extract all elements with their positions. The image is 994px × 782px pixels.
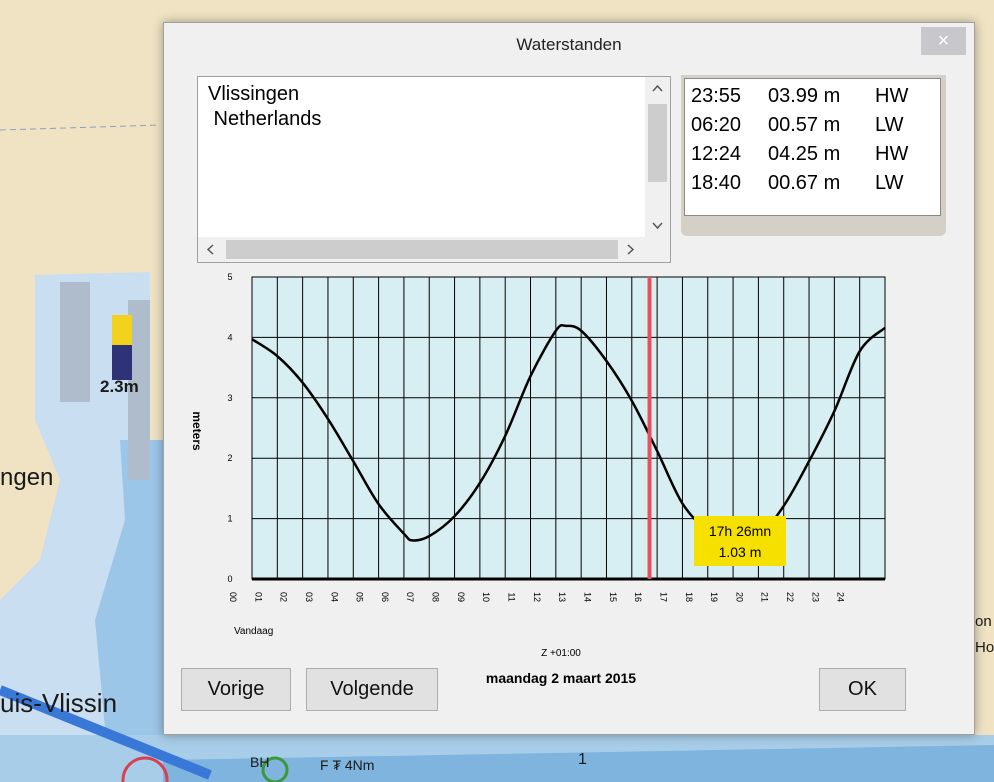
tide-chart: meters Vandaag Z +01:00 maandag 2 maart … xyxy=(181,266,901,696)
tooltip-height: 1.03 m xyxy=(719,544,762,560)
tide-table: 23:55 03.99 m HW 06:20 00.57 m LW 12:24 04.25… xyxy=(684,78,941,216)
plot-area xyxy=(252,277,885,579)
tide-height: 00.57 m xyxy=(768,114,840,137)
x-tick-label: 05 xyxy=(355,592,365,602)
map-label: uis-Vlissin xyxy=(0,688,117,718)
map-label: on xyxy=(975,613,992,630)
map-label: Ho xyxy=(975,639,994,656)
dialog-title: Waterstanden xyxy=(164,35,974,55)
x-tick-label: 14 xyxy=(582,592,592,602)
x-tick-label: 00 xyxy=(228,592,238,602)
location-name[interactable]: Vlissingen xyxy=(198,77,670,107)
x-tick-label: 16 xyxy=(633,592,643,602)
tide-time: 12:24 xyxy=(691,143,741,166)
ok-button[interactable]: OK xyxy=(819,668,906,711)
x-tick-label: 11 xyxy=(507,592,517,601)
y-tick-label: 2 xyxy=(227,453,232,463)
tide-type: LW xyxy=(875,114,904,137)
dialog: Waterstanden × Vlissingen Netherlands 23… xyxy=(163,22,975,735)
y-tick-label: 5 xyxy=(227,272,232,282)
tide-time: 18:40 xyxy=(691,172,741,195)
depth-line xyxy=(0,125,160,130)
scrollbar[interactable] xyxy=(198,237,645,262)
x-tick-label: 15 xyxy=(608,592,618,602)
scrollbar[interactable] xyxy=(645,77,670,262)
location-list[interactable]: Vlissingen Netherlands xyxy=(197,76,671,263)
map-label: 2.3m xyxy=(100,377,139,396)
x-tick-label: 21 xyxy=(760,592,770,602)
pier xyxy=(60,282,90,402)
scroll-thumb[interactable] xyxy=(648,104,667,182)
tide-time: 23:55 xyxy=(691,85,741,108)
x-tick-label: 20 xyxy=(734,592,744,602)
x-tick-label: 13 xyxy=(557,592,567,602)
tide-panel: 23:55 03.99 m HW 06:20 00.57 m LW 12:24 04.25… xyxy=(681,75,946,236)
previous-button[interactable]: Vorige xyxy=(181,668,291,711)
close-button[interactable]: × xyxy=(921,27,966,55)
tide-height: 04.25 m xyxy=(768,143,840,166)
x-tick-label: 22 xyxy=(785,592,795,602)
x-tick-label: 09 xyxy=(456,592,466,602)
timezone: Z +01:00 xyxy=(541,648,581,659)
x-tick-label: 04 xyxy=(329,592,339,602)
y-tick-label: 1 xyxy=(227,514,232,524)
x-tick-label: 12 xyxy=(532,592,542,602)
x-tick-label: 23 xyxy=(810,592,820,602)
map-label: F ₮ 4Nm xyxy=(320,757,374,773)
x-tick-label: 02 xyxy=(279,592,289,602)
x-tick-label: 01 xyxy=(253,592,263,602)
x-tick-label: 08 xyxy=(431,592,441,602)
x-tick-label: 06 xyxy=(380,592,390,602)
tide-height: 03.99 m xyxy=(768,85,840,108)
screen: 2.3m ngen uis-Vlissin on Ho BH F ₮ 4Nm 1… xyxy=(0,0,994,782)
x-tick-label: 18 xyxy=(684,592,694,602)
x-tick-label: 19 xyxy=(709,592,719,602)
y-tick-label: 3 xyxy=(227,393,232,403)
map-label: ngen xyxy=(0,464,53,491)
location-country[interactable]: Netherlands xyxy=(198,107,670,132)
tide-type: LW xyxy=(875,172,904,195)
x-tick-label: 07 xyxy=(405,592,415,602)
tooltip-time: 17h 26mn xyxy=(709,523,771,539)
next-button[interactable]: Volgende xyxy=(306,668,438,711)
marker xyxy=(112,315,132,345)
tide-height: 00.67 m xyxy=(768,172,840,195)
y-tick-label: 4 xyxy=(227,332,232,342)
y-tick-label: 0 xyxy=(227,574,232,584)
scroll-thumb[interactable] xyxy=(226,240,618,259)
x-tick-label: 24 xyxy=(836,592,846,602)
x-tick-label: 03 xyxy=(304,592,314,602)
y-axis-label: meters xyxy=(190,411,204,451)
map-label: BH xyxy=(250,754,269,770)
tide-type: HW xyxy=(875,143,908,166)
x-tick-label: 10 xyxy=(481,592,491,602)
tide-time: 06:20 xyxy=(691,114,741,137)
x-tick-label: 17 xyxy=(658,592,668,602)
marker xyxy=(112,345,132,380)
date: maandag 2 maart 2015 xyxy=(486,670,636,686)
map-label: 1 xyxy=(578,751,587,768)
tide-type: HW xyxy=(875,85,908,108)
x-note: Vandaag xyxy=(234,626,273,637)
